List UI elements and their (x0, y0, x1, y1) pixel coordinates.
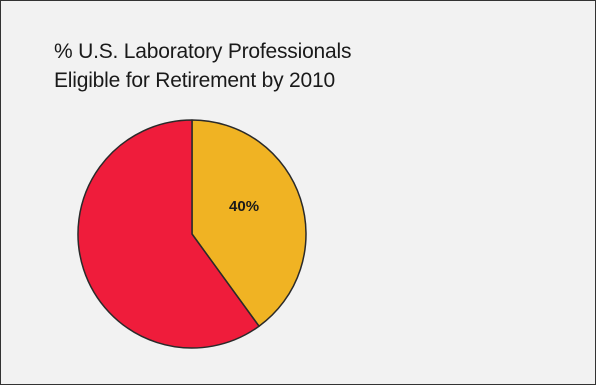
chart-title: % U.S. Laboratory Professionals Eligible… (54, 37, 351, 95)
pie-slice-label-0: 40% (229, 198, 259, 215)
chart-title-line-1: % U.S. Laboratory Professionals (54, 40, 352, 63)
chart-title-line-2: Eligible for Retirement by 2010 (54, 69, 335, 92)
pie-slice-1 (77, 119, 260, 349)
pie-slice-0 (191, 119, 307, 327)
